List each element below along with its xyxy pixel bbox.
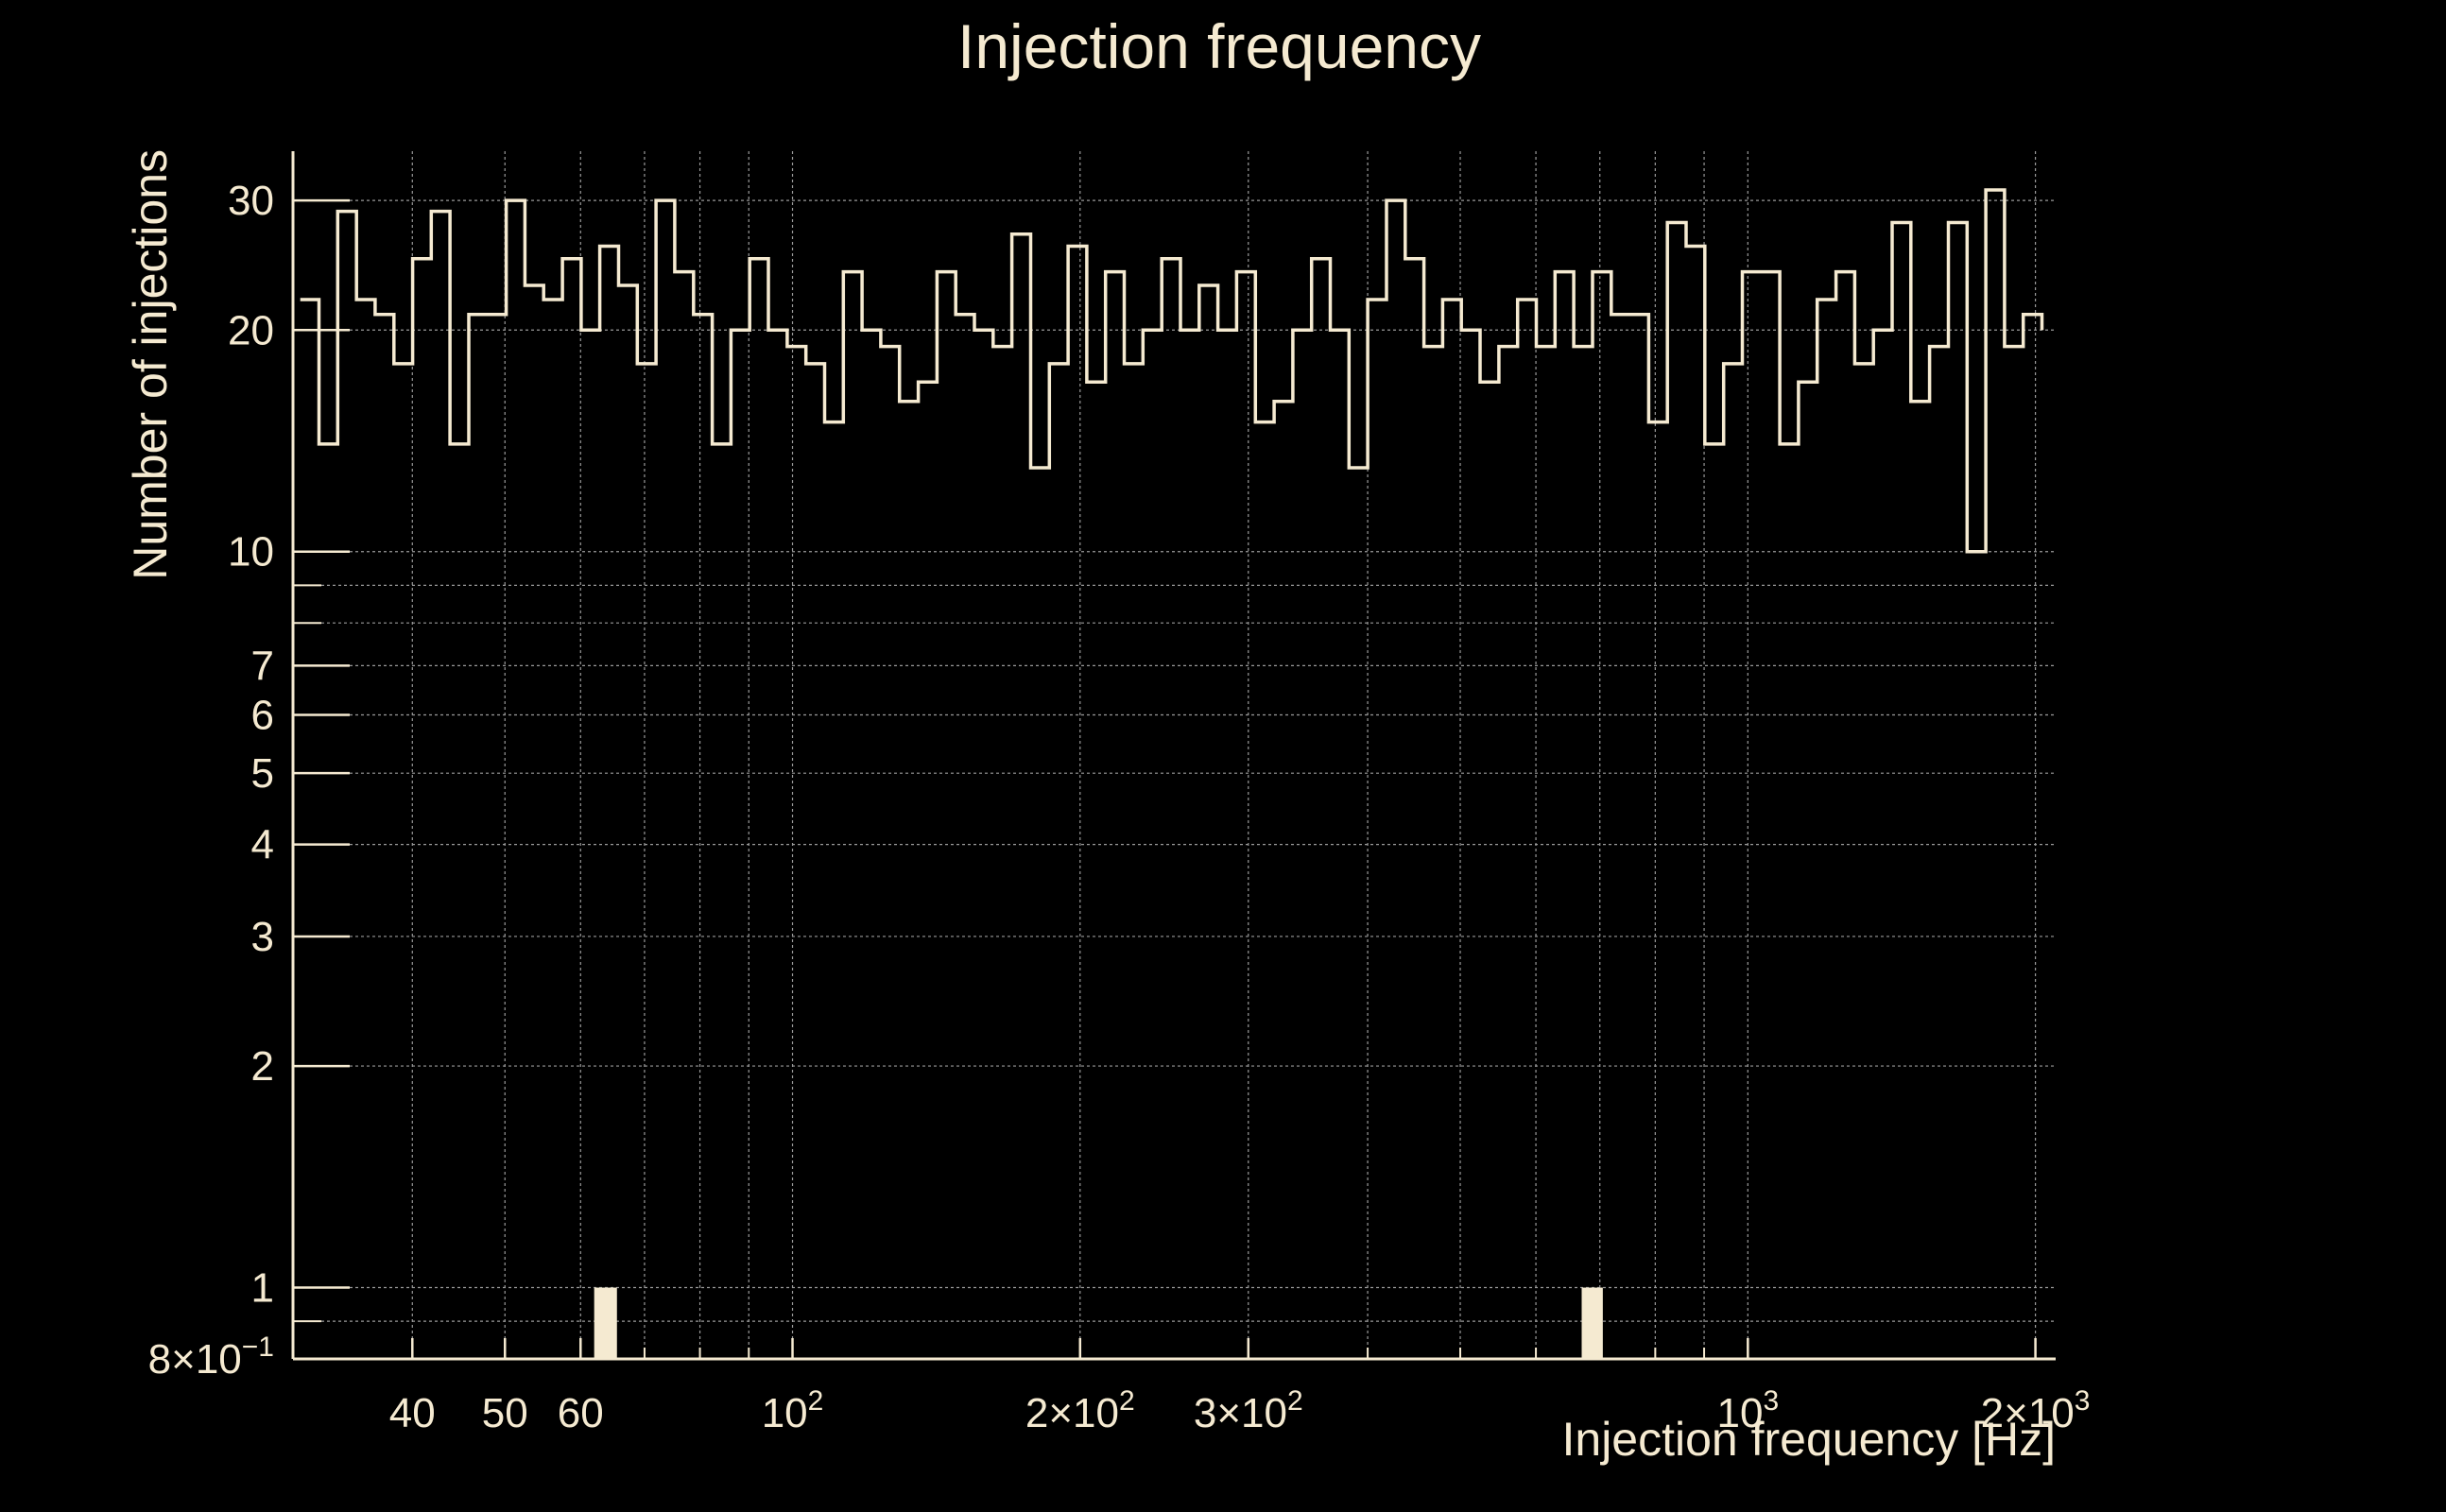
chart-title: Injection frequency [957,11,1481,81]
x-tick-label: 40 [389,1390,436,1436]
y-tick-label: 6 [251,692,274,738]
y-tick-label: 3 [251,914,274,960]
y-tick-label: 4 [251,822,274,868]
highlight-bar [1581,1287,1603,1359]
x-axis-title: Injection frequency [Hz] [1562,1413,2057,1466]
axes [291,151,2056,1361]
x-tick-label: 3×102 [1194,1385,1303,1436]
x-tick-label: 50 [482,1390,528,1436]
y-tick-label: 7 [251,643,274,689]
y-tick-label: 30 [228,178,274,224]
y-tick-labels: 8×10−1 1 2 3 4 5 67 10 20 30 [148,178,274,1383]
y-axis-title: Number of injections [124,149,177,580]
y-tick-label: 5 [251,750,274,797]
y-tick-label: 10 [228,529,274,576]
histogram-bars [594,1287,1603,1359]
highlight-bar [594,1287,617,1359]
y-tick-label: 20 [228,307,274,353]
y-tick-label: 8×10−1 [148,1332,274,1383]
x-tick-label: 2×102 [1025,1385,1135,1436]
y-tick-label: 2 [251,1043,274,1090]
y-tick-label: 1 [251,1265,274,1312]
x-tick-labels: 40 50 60 102 2×102 3×102 103 2×103 [389,1385,2091,1436]
x-tick-label: 60 [558,1390,604,1436]
x-tick-label: 2×103 [1981,1385,2091,1436]
histogram-step-line [300,188,2044,554]
